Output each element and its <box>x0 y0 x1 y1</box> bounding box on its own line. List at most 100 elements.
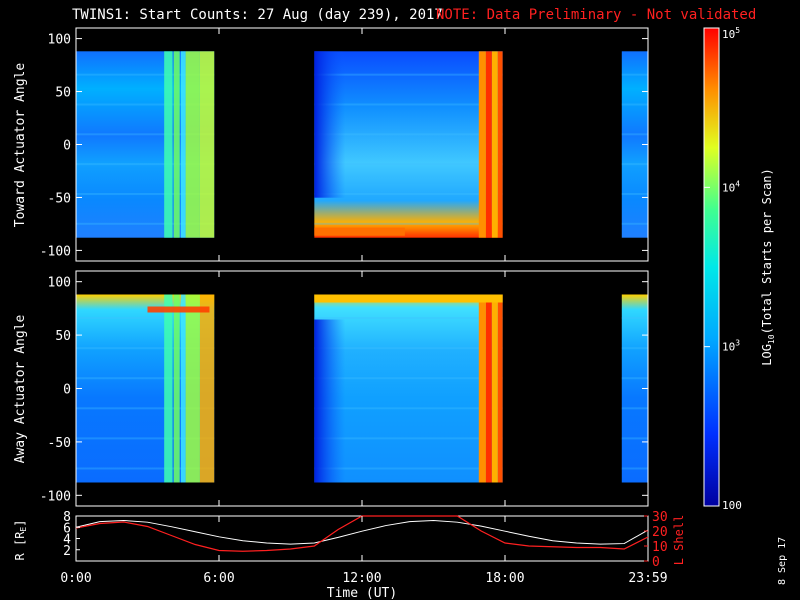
ytick-label: 50 <box>55 86 71 101</box>
time-xlabel: Time (UT) <box>327 586 397 600</box>
heatmap-stripe <box>621 467 648 470</box>
heatmap-hot-band <box>491 51 498 238</box>
heatmap-block-1 <box>314 51 503 238</box>
heatmap-stripe <box>314 133 503 136</box>
heatmap-stripe <box>621 163 648 166</box>
ytick-label: 100 <box>48 276 71 291</box>
colorbar-ticks: 105 104 103 100 <box>704 26 742 512</box>
heatmap-stripe <box>314 317 503 320</box>
heatmap-stripe <box>314 163 503 166</box>
colorbar: 105 104 103 100 LOG10(Total Starts per Scan… <box>703 26 776 512</box>
colorbar-gradient <box>703 27 720 507</box>
heatmap-stripe <box>314 103 503 106</box>
heatmap-stripe <box>621 133 648 136</box>
heatmap-wedge <box>314 319 346 483</box>
heatmap-stripe <box>621 347 648 350</box>
heatmap-band <box>173 51 180 238</box>
heatmap-wedge <box>314 51 346 198</box>
away-yticks: 100 50 0 -50 -100 <box>40 276 648 504</box>
colorbar-tick-label: 100 <box>722 499 742 512</box>
heatmap-stripe <box>76 467 215 470</box>
heatmap-stripe <box>314 377 503 380</box>
ytick-label: 0 <box>63 139 71 154</box>
chart-title: TWINS1: Start Counts: 27 Aug (day 239), … <box>72 7 443 23</box>
heatmap-hot-band <box>485 294 492 483</box>
l-shell-ylabel: L Shell <box>672 515 686 566</box>
l-tick-label: 30 <box>652 510 668 525</box>
xtick-label: 6:00 <box>203 571 234 586</box>
ytick-label: -100 <box>40 244 71 259</box>
away-ylabel: Away Actuator Angle <box>13 314 28 463</box>
heatmap-stripe <box>621 317 648 320</box>
heatmap-band <box>199 294 215 483</box>
heatmap-bottom-hot <box>314 227 405 236</box>
colorbar-tick-label: 104 <box>722 179 740 194</box>
heatmap-stripe <box>314 407 503 410</box>
heatmap-stripe <box>76 437 215 440</box>
heatmap-stripe <box>621 192 648 195</box>
heatmap-stripe <box>314 73 503 76</box>
heatmap-band <box>164 51 173 238</box>
time-xticks: 0:00 6:00 12:00 18:00 23:59 <box>60 28 668 586</box>
toward-heatmap <box>76 51 648 238</box>
r-tick-label: 4 <box>63 533 71 548</box>
xtick-label: 18:00 <box>485 571 524 586</box>
heatmap-band <box>164 294 173 483</box>
ytick-label: -50 <box>48 191 71 206</box>
heatmap-hot-band <box>491 294 498 483</box>
heatmap-stripe <box>76 103 215 106</box>
xtick-label: 12:00 <box>342 571 381 586</box>
ytick-label: -100 <box>40 489 71 504</box>
colorbar-label: LOG10(Total Starts per Scan) <box>760 168 776 366</box>
ytick-label: 0 <box>63 383 71 398</box>
r-ylabel: R [RE] <box>13 520 28 561</box>
heatmap-band <box>199 51 215 238</box>
heatmap-hotspot <box>147 306 210 313</box>
heatmap-hot-band <box>497 294 503 483</box>
r-tick-label: 2 <box>63 544 71 559</box>
heatmap-stripe <box>621 222 648 225</box>
r-series-line <box>75 519 649 545</box>
ytick-label: 100 <box>48 33 71 48</box>
heatmap-stripe <box>314 347 503 350</box>
heatmap-stripe <box>314 437 503 440</box>
heatmap-stripe <box>76 407 215 410</box>
ytick-label: -50 <box>48 436 71 451</box>
heatmap-band <box>180 51 186 238</box>
heatmap-stripe <box>76 192 215 195</box>
heatmap-band <box>185 294 200 483</box>
heatmap-band <box>180 294 186 483</box>
preliminary-note: NOTE: Data Preliminary - Not validated <box>436 7 756 23</box>
heatmap-stripe <box>76 377 215 380</box>
heatmap-stripe <box>621 377 648 380</box>
heatmap-hot-band <box>485 51 492 238</box>
colorbar-tick-label: 105 <box>722 26 740 41</box>
heatmap-stripe <box>314 467 503 470</box>
heatmap-hot-band <box>478 294 486 483</box>
l-tick-label: 20 <box>652 525 668 540</box>
heatmap-stripe <box>76 347 215 350</box>
heatmap-hot-band <box>497 51 503 238</box>
heatmap-stripe <box>76 73 215 76</box>
heatmap-band <box>185 51 200 238</box>
colorbar-tick-label: 103 <box>722 339 740 354</box>
away-heatmap <box>76 294 648 483</box>
heatmap-stripe <box>76 133 215 136</box>
l-tick-label: 0 <box>652 555 660 570</box>
heatmap-stripe <box>76 317 215 320</box>
heatmap-stripe <box>621 437 648 440</box>
r-tick-label: 6 <box>63 521 71 536</box>
toward-ylabel: Toward Actuator Angle <box>13 63 28 228</box>
heatmap-top-hot <box>314 294 503 303</box>
away-panel: 100 50 0 -50 -100 Away Actuator Angle <box>13 270 649 507</box>
heatmap-band <box>173 294 180 483</box>
heatmap-stripe <box>314 222 503 225</box>
heatmap-stripe <box>621 73 648 76</box>
heatmap-block-1 <box>314 294 503 483</box>
xtick-label: 0:00 <box>60 571 91 586</box>
heatmap-stripe <box>621 103 648 106</box>
